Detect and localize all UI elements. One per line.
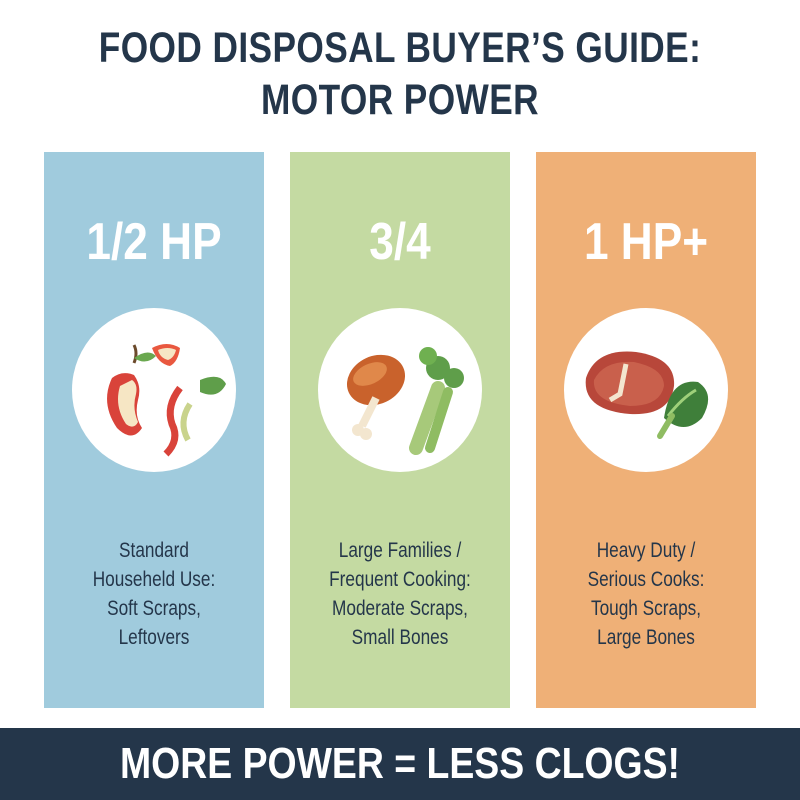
desc-line: Moderate Scraps, bbox=[332, 597, 468, 620]
footer-banner: MORE POWER = LESS CLOGS! bbox=[0, 728, 800, 800]
power-label: 3/4 bbox=[369, 213, 431, 271]
desc-line: Standard bbox=[119, 539, 189, 562]
desc-line: Small Bones bbox=[351, 626, 449, 649]
power-label: 1/2 HP bbox=[86, 213, 222, 271]
desc-line: Large Families / bbox=[338, 539, 462, 562]
chicken-leg-celery-icon bbox=[318, 308, 482, 472]
desc-line: Frequent Cooking: bbox=[329, 568, 471, 591]
desc-line: Soft Scraps, bbox=[107, 597, 201, 620]
column-one-hp-plus: 1 HP+ Heavy Duty / Serious Cooks: Tough … bbox=[536, 152, 756, 708]
use-description: Large Families / Frequent Cooking: Moder… bbox=[310, 536, 490, 652]
column-half-hp: 1/2 HP Standard Househeld Use: Soft Scra… bbox=[44, 152, 264, 708]
desc-line: Heavy Duty / bbox=[596, 539, 696, 562]
desc-line: Leftovers bbox=[118, 626, 190, 649]
title-line-1: FOOD DISPOSAL BUYER’S GUIDE: bbox=[98, 24, 702, 72]
column-three-quarter-hp: 3/4 Large Families / Frequent Cooking: M… bbox=[290, 152, 510, 708]
title-line-2: MOTOR POWER bbox=[260, 76, 540, 124]
desc-line: Tough Scraps, bbox=[590, 597, 702, 620]
page-title: FOOD DISPOSAL BUYER’S GUIDE: MOTOR POWER bbox=[72, 22, 728, 126]
apple-core-peel-icon bbox=[72, 308, 236, 472]
use-description: Heavy Duty / Serious Cooks: Tough Scraps… bbox=[556, 536, 736, 652]
desc-line: Large Bones bbox=[597, 626, 695, 649]
use-description: Standard Househeld Use: Soft Scraps, Lef… bbox=[64, 536, 244, 652]
footer-text: MORE POWER = LESS CLOGS! bbox=[119, 739, 681, 788]
desc-line: Househeld Use: bbox=[92, 568, 216, 591]
steak-greens-icon bbox=[564, 308, 728, 472]
power-label: 1 HP+ bbox=[583, 213, 709, 271]
desc-line: Serious Cooks: bbox=[587, 568, 705, 591]
